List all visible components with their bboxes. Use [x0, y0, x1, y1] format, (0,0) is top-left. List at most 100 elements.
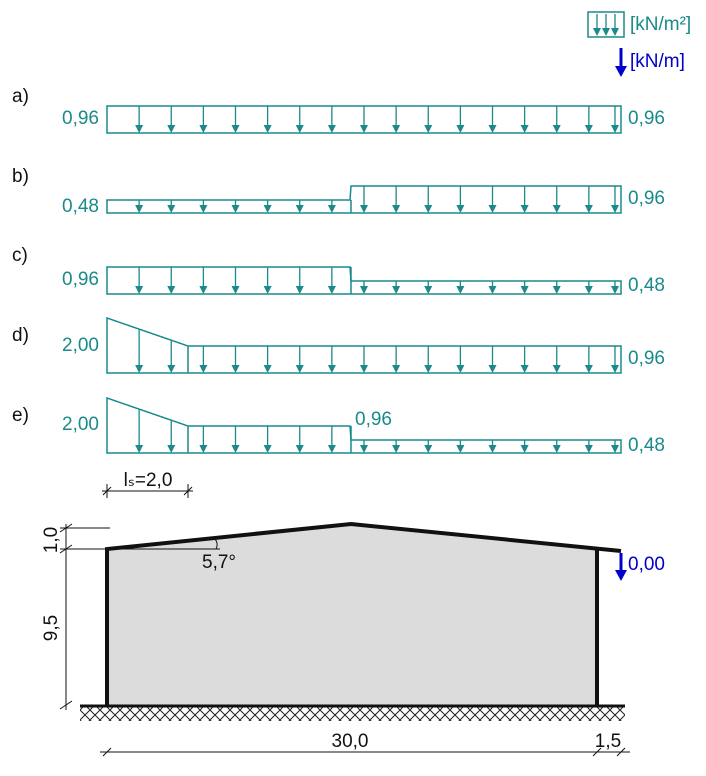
- load-arrow-head: [392, 125, 401, 133]
- load-arrow-head: [327, 205, 336, 213]
- load-arrow-head: [456, 125, 465, 133]
- load-arrow-head: [520, 286, 529, 294]
- case-label: a): [12, 86, 29, 107]
- right-load: 0,96: [628, 108, 665, 129]
- load-arrow-head: [456, 445, 465, 453]
- load-arrow-head: [167, 365, 176, 373]
- load-arrow-head: [552, 205, 561, 213]
- case-label: b): [12, 166, 29, 187]
- left-load: 2,00: [62, 335, 99, 356]
- load-arrow-head: [552, 445, 561, 453]
- left-load: 0,96: [62, 269, 99, 290]
- load-arrow-head: [611, 286, 619, 294]
- load-arrow-head: [584, 125, 593, 133]
- case-label: e): [12, 405, 29, 426]
- legend-area-arrows: [593, 14, 619, 36]
- right-load: 0,96: [628, 188, 665, 209]
- load-arrow-head: [135, 205, 144, 213]
- load-arrow-head: [360, 445, 368, 453]
- left-load: 0,48: [62, 196, 99, 217]
- drift-length: lₛ=2,0: [124, 470, 173, 491]
- load-arrow-head: [424, 286, 433, 294]
- load-arrow-head: [263, 205, 272, 213]
- edge-load: 0,00: [628, 554, 665, 575]
- load-arrow-head: [456, 205, 465, 213]
- load-arrow-head: [199, 125, 208, 133]
- load-arrow-head: [611, 125, 619, 133]
- load-arrow-head: [456, 286, 465, 294]
- wall-height: 9,5: [41, 615, 62, 641]
- right-load: 0,48: [628, 275, 665, 296]
- load-arrow-head: [488, 445, 497, 453]
- load-arrow-head: [611, 365, 619, 373]
- load-arrow-head: [295, 365, 304, 373]
- load-arrow-head: [135, 365, 144, 373]
- legend-line-arrow-head: [615, 66, 627, 77]
- load-arrow-head: [199, 205, 208, 213]
- left-load: 2,00: [62, 414, 99, 435]
- load-arrow-head: [167, 125, 176, 133]
- load-arrow-head: [135, 125, 144, 133]
- load-arrow-head: [327, 286, 336, 294]
- load-arrow-head: [520, 365, 529, 373]
- load-arrow-head: [167, 205, 176, 213]
- load-arrow-head: [488, 125, 497, 133]
- roof-height: 1,0: [41, 527, 62, 553]
- load-arrow-head: [360, 286, 368, 294]
- load-arrow-head: [263, 286, 272, 294]
- load-arrow-head: [231, 125, 240, 133]
- load-arrow-head: [295, 205, 304, 213]
- load-arrow-head: [584, 205, 593, 213]
- frame: [105, 521, 622, 705]
- load-arrow-head: [520, 205, 529, 213]
- load-arrow-head: [424, 125, 433, 133]
- load-arrow-head: [552, 286, 561, 294]
- load-arrow-head: [327, 445, 336, 453]
- load-arrow-head: [488, 365, 497, 373]
- load-arrow-head: [231, 445, 240, 453]
- height-ticks: [59, 523, 110, 710]
- load-arrow-head: [584, 445, 593, 453]
- load-arrow-head: [135, 286, 144, 294]
- legend-area-icon: [587, 11, 625, 38]
- load-arrow-head: [520, 445, 529, 453]
- load-arrow-head: [552, 365, 561, 373]
- load-arrow-head: [611, 28, 619, 36]
- overhang: 1,5: [595, 731, 621, 752]
- load-arrow-head: [231, 365, 240, 373]
- load-arrow-head: [263, 445, 272, 453]
- case-label: d): [12, 325, 29, 346]
- span: 30,0: [332, 731, 369, 752]
- load-arrow-head: [593, 28, 601, 36]
- load-arrow-head: [135, 445, 144, 453]
- load-arrow-head: [295, 445, 304, 453]
- legend-area-unit: [kN/m²]: [630, 14, 691, 35]
- load-arrow-head: [327, 365, 336, 373]
- load-arrow-head: [520, 125, 529, 133]
- ground-hatch: [80, 707, 625, 721]
- load-arrow-head: [602, 28, 610, 36]
- load-arrow-head: [263, 125, 272, 133]
- left-load: 0,96: [62, 108, 99, 129]
- load-arrow-head: [231, 286, 240, 294]
- load-arrow-head: [295, 125, 304, 133]
- middle-load: 0,96: [355, 409, 392, 430]
- load-arrow-head: [167, 286, 176, 294]
- edge-load-arrow-head: [615, 570, 627, 581]
- load-arrow-head: [360, 125, 368, 133]
- load-arrow-head: [456, 365, 465, 373]
- load-arrow-head: [584, 365, 593, 373]
- load-arrow-head: [552, 125, 561, 133]
- load-arrow-head: [392, 445, 401, 453]
- legend-line-unit: [kN/m]: [630, 51, 685, 72]
- load-arrow-head: [488, 205, 497, 213]
- load-arrow-head: [424, 365, 433, 373]
- right-load: 0,96: [628, 348, 665, 369]
- load-arrow-head: [199, 445, 208, 453]
- load-arrow-head: [392, 365, 401, 373]
- load-arrow-head: [488, 286, 497, 294]
- load-arrow-head: [424, 445, 433, 453]
- load-arrow-head: [360, 365, 368, 373]
- load-arrow-head: [231, 205, 240, 213]
